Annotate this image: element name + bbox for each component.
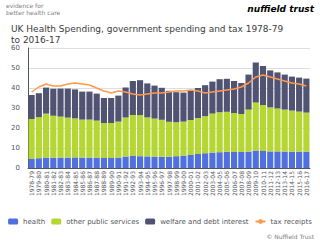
svg-text:1986-87: 1986-87 bbox=[86, 171, 93, 196]
svg-text:30: 30 bbox=[11, 104, 20, 112]
svg-text:1978-79: 1978-79 bbox=[28, 171, 35, 196]
svg-text:2009-10: 2009-10 bbox=[252, 171, 259, 196]
svg-text:2016-17: 2016-17 bbox=[303, 171, 310, 196]
svg-text:2014-15: 2014-15 bbox=[288, 171, 295, 196]
svg-text:1988-89: 1988-89 bbox=[100, 171, 107, 196]
svg-text:1989-90: 1989-90 bbox=[108, 171, 115, 196]
svg-text:1981-82: 1981-82 bbox=[50, 171, 57, 196]
svg-text:10: 10 bbox=[11, 144, 20, 152]
svg-text:to 2016-17: to 2016-17 bbox=[11, 35, 61, 45]
svg-text:1985-86: 1985-86 bbox=[79, 171, 86, 196]
svg-text:nuffield trust: nuffield trust bbox=[247, 4, 314, 14]
svg-text:1992-93: 1992-93 bbox=[129, 171, 136, 196]
svg-text:1995-96: 1995-96 bbox=[151, 171, 158, 196]
svg-text:20: 20 bbox=[11, 124, 20, 132]
svg-text:tax receipts: tax receipts bbox=[271, 218, 313, 226]
svg-text:other public services: other public services bbox=[66, 218, 139, 226]
svg-text:1980-81: 1980-81 bbox=[43, 171, 50, 196]
svg-text:2001-02: 2001-02 bbox=[194, 171, 201, 196]
svg-text:2003-04: 2003-04 bbox=[209, 171, 216, 196]
svg-text:1984-85: 1984-85 bbox=[72, 171, 79, 196]
svg-text:1991-92: 1991-92 bbox=[122, 171, 129, 196]
svg-text:2008-09: 2008-09 bbox=[245, 171, 252, 196]
svg-text:2010-11: 2010-11 bbox=[260, 171, 267, 196]
svg-text:2015-16: 2015-16 bbox=[296, 171, 303, 196]
svg-text:2005-06: 2005-06 bbox=[223, 171, 230, 196]
svg-text:1983-84: 1983-84 bbox=[64, 171, 71, 196]
svg-text:0: 0 bbox=[16, 164, 20, 172]
svg-text:better health care: better health care bbox=[6, 9, 60, 16]
svg-text:60: 60 bbox=[11, 44, 20, 52]
svg-text:40: 40 bbox=[11, 84, 20, 92]
svg-text:50: 50 bbox=[11, 64, 20, 72]
svg-text:2012-13: 2012-13 bbox=[274, 171, 281, 196]
svg-text:2006-07: 2006-07 bbox=[231, 171, 238, 196]
svg-text:UK Health Spending, government: UK Health Spending, government spending … bbox=[11, 24, 284, 34]
svg-text:1997-98: 1997-98 bbox=[166, 171, 173, 196]
svg-text:2002-03: 2002-03 bbox=[202, 171, 209, 196]
svg-text:evidence for: evidence for bbox=[6, 2, 44, 9]
svg-text:1996-97: 1996-97 bbox=[158, 171, 165, 196]
svg-text:2011-12: 2011-12 bbox=[267, 171, 274, 196]
svg-text:1999-00: 1999-00 bbox=[180, 171, 187, 196]
svg-text:2004-05: 2004-05 bbox=[216, 171, 223, 196]
svg-text:2013-14: 2013-14 bbox=[281, 171, 288, 196]
svg-text:1987-88: 1987-88 bbox=[93, 171, 100, 196]
svg-text:health: health bbox=[23, 218, 45, 226]
svg-text:1990-91: 1990-91 bbox=[115, 171, 122, 196]
svg-text:1982-83: 1982-83 bbox=[57, 171, 64, 196]
svg-text:1993-94: 1993-94 bbox=[137, 171, 144, 196]
svg-text:welfare and debt interest: welfare and debt interest bbox=[160, 218, 249, 226]
svg-text:2007-08: 2007-08 bbox=[238, 171, 245, 196]
svg-text:1979-80: 1979-80 bbox=[35, 171, 42, 196]
svg-text:2000-01: 2000-01 bbox=[187, 171, 194, 196]
svg-text:1994-95: 1994-95 bbox=[144, 171, 151, 196]
svg-text:© Nuffield Trust: © Nuffield Trust bbox=[266, 233, 314, 240]
svg-text:1998-99: 1998-99 bbox=[173, 171, 180, 196]
